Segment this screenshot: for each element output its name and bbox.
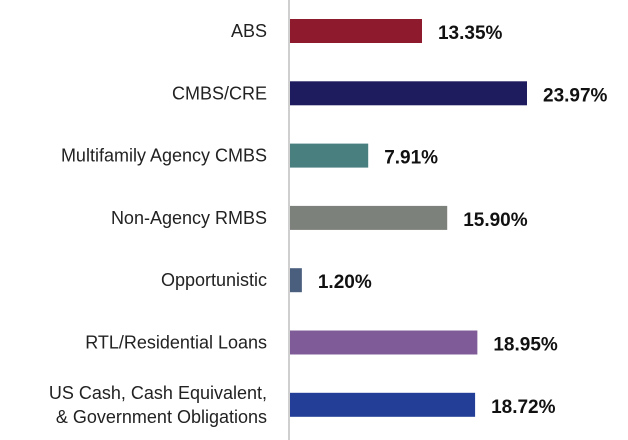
category-label: Non-Agency RMBS: [111, 208, 267, 228]
bar: [290, 330, 478, 355]
value-labels-group: 13.35% 23.97% 7.91% 15.90% 1.20% 18.95% 18.72%: [318, 23, 608, 418]
value-label: 23.97%: [543, 85, 608, 106]
category-label-line: CMBS/CRE: [172, 83, 267, 103]
value-label: 13.35%: [438, 23, 503, 44]
category-label: RTL/Residential Loans: [85, 333, 267, 353]
category-label: ABS: [231, 21, 267, 41]
category-label: CMBS/CRE: [172, 83, 267, 103]
value-label: 1.20%: [318, 272, 372, 293]
category-label: US Cash, Cash Equivalent, & Government Ob…: [49, 383, 267, 427]
bar: [290, 205, 448, 230]
category-label-line: Non-Agency RMBS: [111, 208, 267, 228]
category-label-line: Multifamily Agency CMBS: [61, 146, 267, 166]
bars-group: [290, 19, 527, 417]
bar: [290, 268, 302, 293]
category-labels-group: ABS CMBS/CRE Multifamily Agency CMBS Non-Ag…: [49, 21, 267, 427]
value-label: 7.91%: [384, 148, 438, 169]
value-label: 18.95%: [493, 335, 558, 356]
category-label-line: Opportunistic: [161, 270, 267, 290]
category-label-line: RTL/Residential Loans: [85, 333, 267, 353]
category-label-line: & Government Obligations: [56, 407, 267, 427]
category-label-line: US Cash, Cash Equivalent,: [49, 383, 267, 403]
bar: [290, 81, 527, 106]
bar: [290, 19, 422, 43]
category-label: Multifamily Agency CMBS: [61, 146, 267, 166]
value-label: 15.90%: [463, 210, 528, 231]
bar: [290, 143, 369, 168]
category-label-line: ABS: [231, 21, 267, 41]
bar: [290, 392, 476, 417]
value-label: 18.72%: [491, 397, 556, 418]
category-label: Opportunistic: [161, 270, 267, 290]
